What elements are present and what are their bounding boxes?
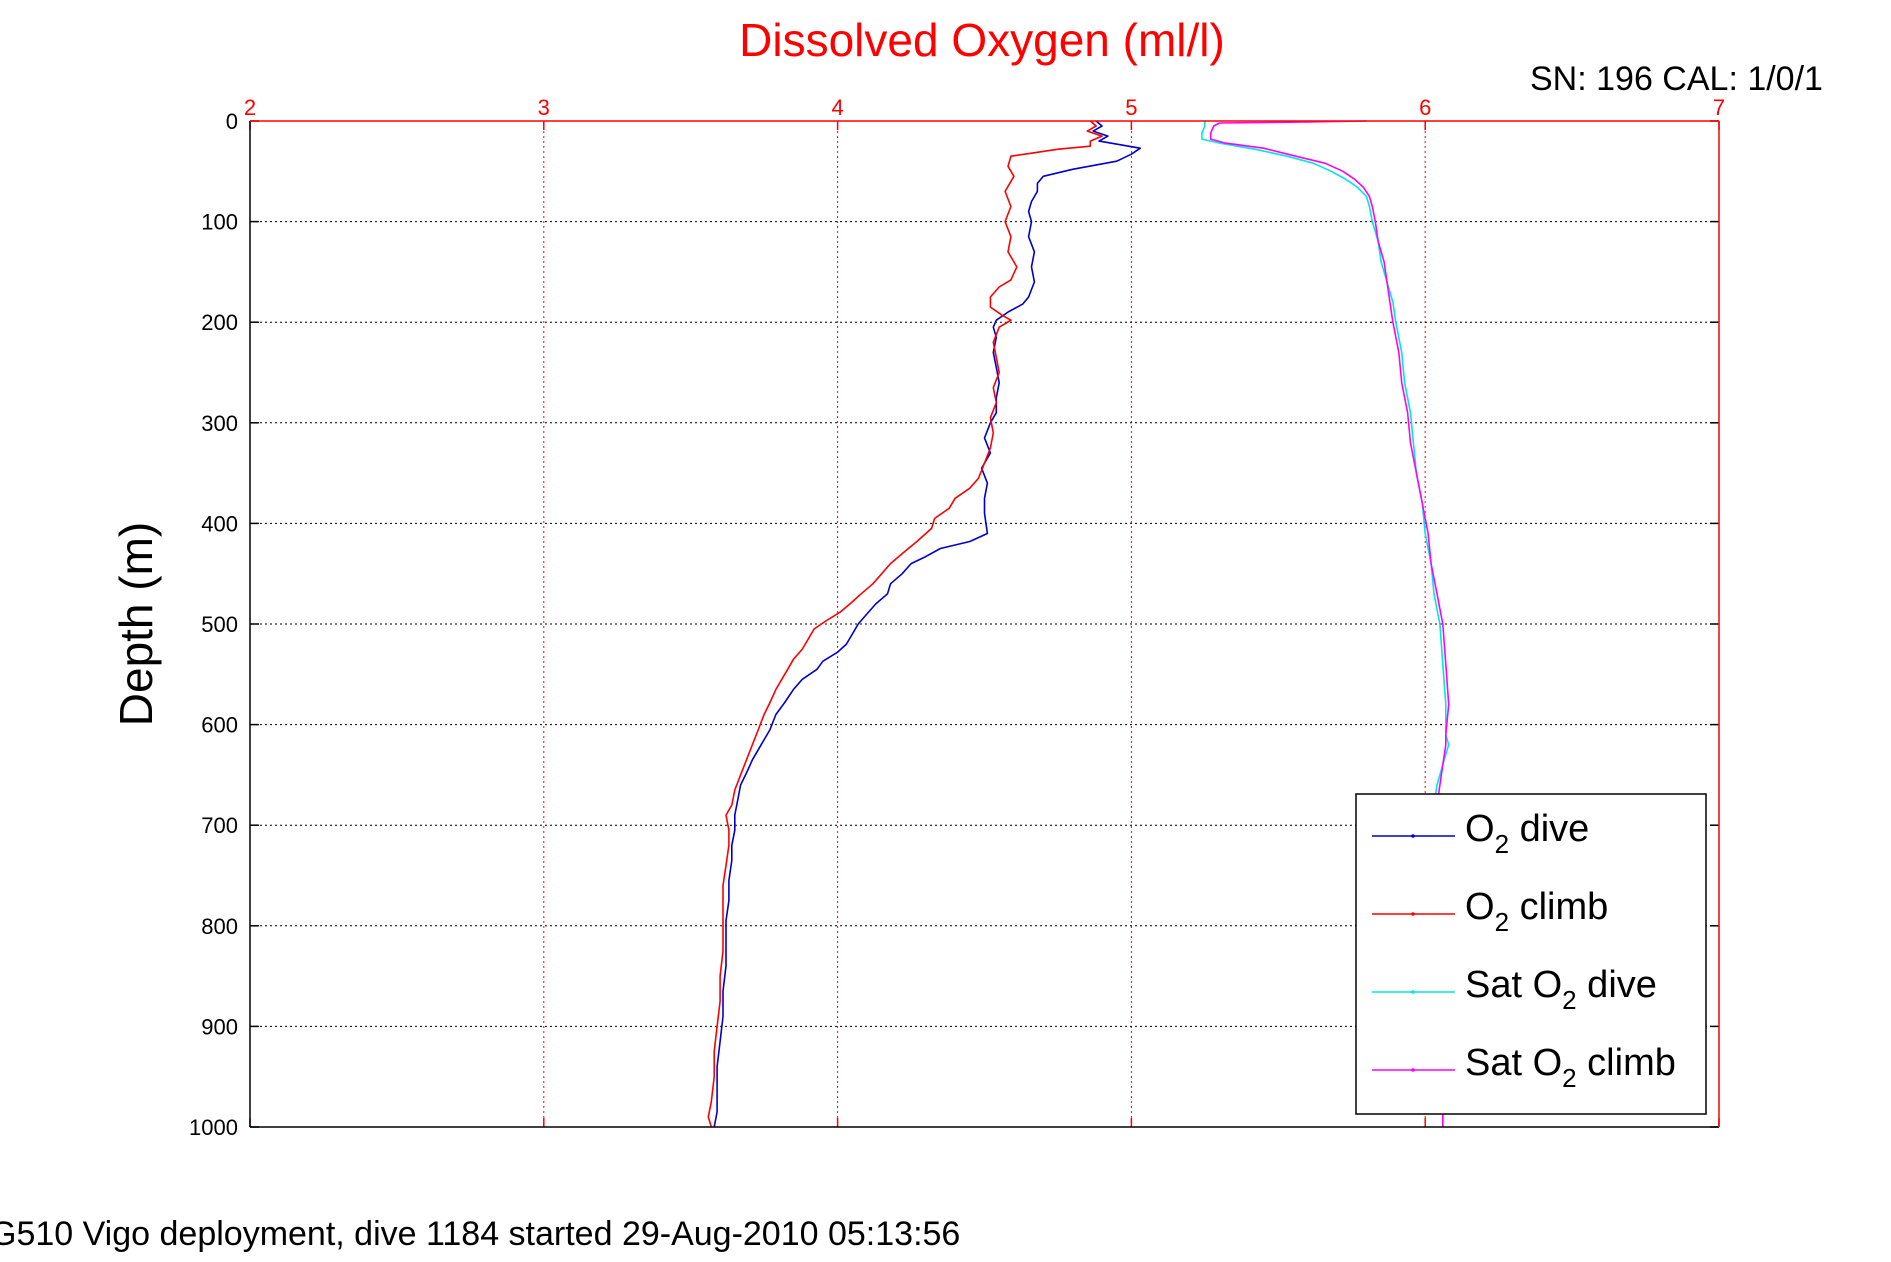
y-tick-label: 0 bbox=[226, 109, 238, 134]
y-tick-label: 1000 bbox=[189, 1115, 238, 1140]
x-tick-label: 6 bbox=[1419, 95, 1431, 120]
x-tick-label: 3 bbox=[538, 95, 550, 120]
legend-entry-sat-o2-climb: Sat O2 climb bbox=[1465, 1042, 1676, 1093]
y-tick-label: 200 bbox=[201, 310, 238, 335]
legend-entry-o2-climb: O2 climb bbox=[1465, 886, 1608, 937]
legend-marker bbox=[1411, 1068, 1415, 1072]
y-tick-label: 800 bbox=[201, 914, 238, 939]
y-ticks: 0 100 200 300 400 500 600 700 800 900 1000 bbox=[189, 109, 1719, 1140]
legend-marker bbox=[1411, 912, 1415, 916]
series-lines bbox=[707, 120, 1450, 1128]
x-tick-label: 4 bbox=[831, 95, 843, 120]
y-tick-label: 600 bbox=[201, 713, 238, 738]
y-tick-label: 100 bbox=[201, 210, 238, 235]
footer-caption: G510 Vigo deployment, dive 1184 started … bbox=[0, 1215, 960, 1253]
y-tick-label: 500 bbox=[201, 612, 238, 637]
y-tick-label: 300 bbox=[201, 411, 238, 436]
legend-entry-sat-o2-dive: Sat O2 dive bbox=[1465, 964, 1657, 1015]
y-tick-label: 400 bbox=[201, 511, 238, 536]
x-tick-label: 2 bbox=[244, 95, 256, 120]
x-tick-label: 5 bbox=[1125, 95, 1137, 120]
x-tick-label: 7 bbox=[1713, 95, 1725, 120]
legend-marker bbox=[1411, 834, 1415, 838]
legend: O2 dive O2 climb Sat O2 dive Sat O2 climb bbox=[1355, 793, 1707, 1115]
o2-dive-line bbox=[713, 120, 1141, 1128]
chart-title: Dissolved Oxygen (ml/l) bbox=[739, 14, 1225, 66]
y-tick-label: 900 bbox=[201, 1014, 238, 1039]
legend-box bbox=[1355, 793, 1707, 1115]
x-ticks: 2 3 4 5 6 7 bbox=[244, 95, 1725, 1127]
y-axis-label: Depth (m) bbox=[110, 522, 162, 726]
legend-entry-o2-dive: O2 dive bbox=[1465, 808, 1589, 859]
o2-climb-line bbox=[707, 120, 1103, 1128]
axes-frame bbox=[249, 120, 1720, 1128]
corner-label: SN: 196 CAL: 1/0/1 bbox=[1530, 60, 1823, 98]
legend-marker bbox=[1411, 990, 1415, 994]
y-tick-label: 700 bbox=[201, 813, 238, 838]
